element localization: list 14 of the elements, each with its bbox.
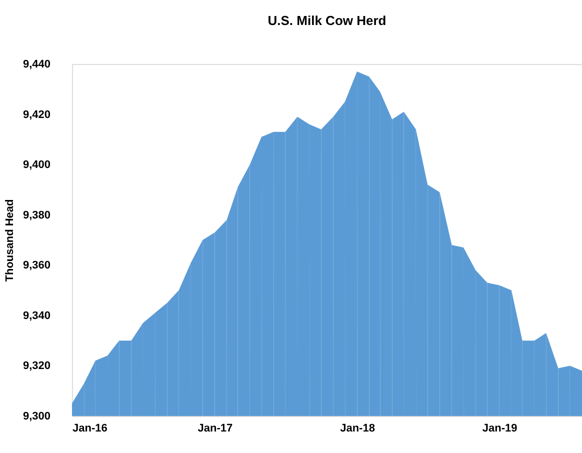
y-tick-label: 9,360 — [22, 260, 50, 272]
chart-title: U.S. Milk Cow Herd — [268, 13, 386, 28]
x-tick-label: Jan-19 — [482, 422, 518, 434]
y-tick-label: 9,420 — [22, 108, 50, 121]
y-axis-title: Thousand Head — [4, 199, 16, 282]
y-tick-label: 9,400 — [22, 159, 50, 172]
y-tick-label: 9,320 — [22, 360, 50, 372]
y-tick-label: 9,440 — [22, 58, 50, 70]
x-tick-label: Jan-17 — [198, 422, 233, 434]
x-tick-label: Jan-18 — [340, 422, 375, 434]
x-tick-label: Jan-16 — [72, 422, 108, 434]
y-tick-label: 9,380 — [22, 209, 50, 222]
y-tick-label: 9,340 — [22, 310, 50, 322]
y-tick-label: 9,300 — [22, 410, 50, 422]
